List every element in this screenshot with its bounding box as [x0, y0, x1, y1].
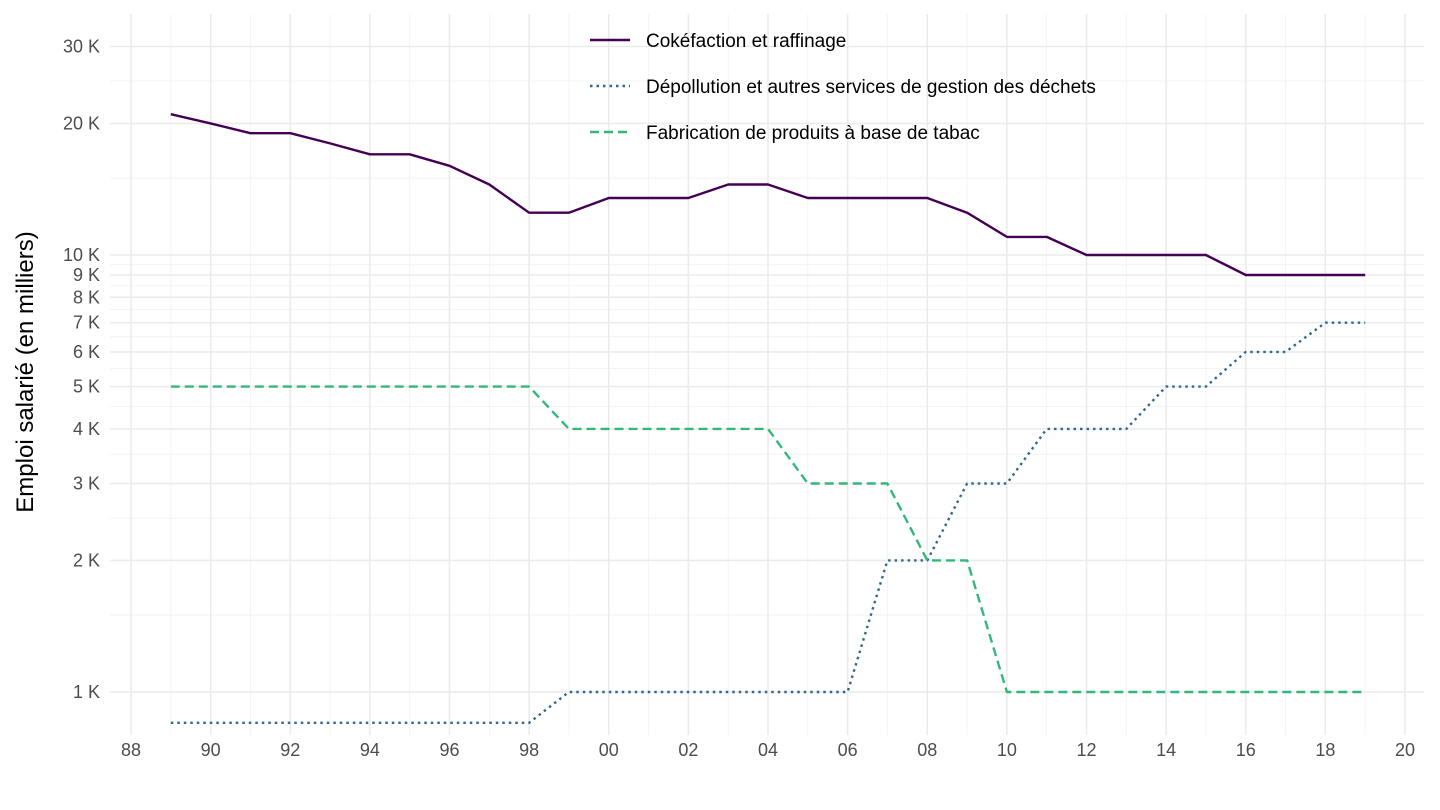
series-line-3 — [170, 385, 1366, 694]
y-tick-label: 20 K — [63, 113, 100, 133]
x-tick-label: 92 — [280, 740, 300, 760]
x-tick-label: 12 — [1076, 740, 1096, 760]
x-tick-label: 14 — [1156, 740, 1176, 760]
y-tick-label: 7 K — [73, 313, 100, 333]
x-tick-label: 90 — [201, 740, 221, 760]
legend: Cokéfaction et raffinage Dépollution et a… — [590, 31, 1096, 144]
x-tick-label: 04 — [758, 740, 778, 760]
x-axis-ticks: 88 90 92 94 96 98 00 02 04 06 08 10 12 14 16 18 20 — [121, 740, 1415, 760]
x-tick-label: 06 — [838, 740, 858, 760]
x-tick-label: 94 — [360, 740, 380, 760]
x-tick-label: 16 — [1236, 740, 1256, 760]
legend-label-3: Fabrication de produits à base de tabac — [646, 123, 980, 144]
y-tick-label: 9 K — [73, 265, 100, 285]
y-tick-label: 4 K — [73, 419, 100, 439]
series-lines — [170, 113, 1366, 724]
y-tick-label: 6 K — [73, 342, 100, 362]
y-tick-label: 5 K — [73, 377, 100, 397]
series-line-2 — [170, 321, 1366, 724]
y-tick-label: 1 K — [73, 682, 100, 702]
x-tick-label: 00 — [599, 740, 619, 760]
x-tick-label: 08 — [917, 740, 937, 760]
legend-label-1: Cokéfaction et raffinage — [646, 31, 846, 52]
x-tick-label: 18 — [1315, 740, 1335, 760]
y-tick-label: 30 K — [63, 36, 100, 56]
y-axis-ticks: 1 K 2 K 3 K 4 K 5 K 6 K 7 K 8 K9 K10 K 20 K 30 K — [63, 36, 100, 702]
y-tick-label: 3 K — [73, 473, 100, 493]
x-tick-label: 96 — [439, 740, 459, 760]
x-tick-label: 20 — [1395, 740, 1415, 760]
y-tick-label: 10 K — [63, 245, 100, 265]
x-tick-label: 10 — [997, 740, 1017, 760]
x-tick-label: 02 — [678, 740, 698, 760]
y-tick-label: 2 K — [73, 550, 100, 570]
y-axis-title: Emploi salarié (en milliers) — [12, 231, 39, 512]
x-tick-label: 98 — [519, 740, 539, 760]
x-tick-label: 88 — [121, 740, 141, 760]
series-line-1 — [170, 113, 1366, 277]
legend-label-2: Dépollution et autres services de gestio… — [646, 77, 1096, 98]
y-tick-label: 8 K — [73, 287, 100, 307]
